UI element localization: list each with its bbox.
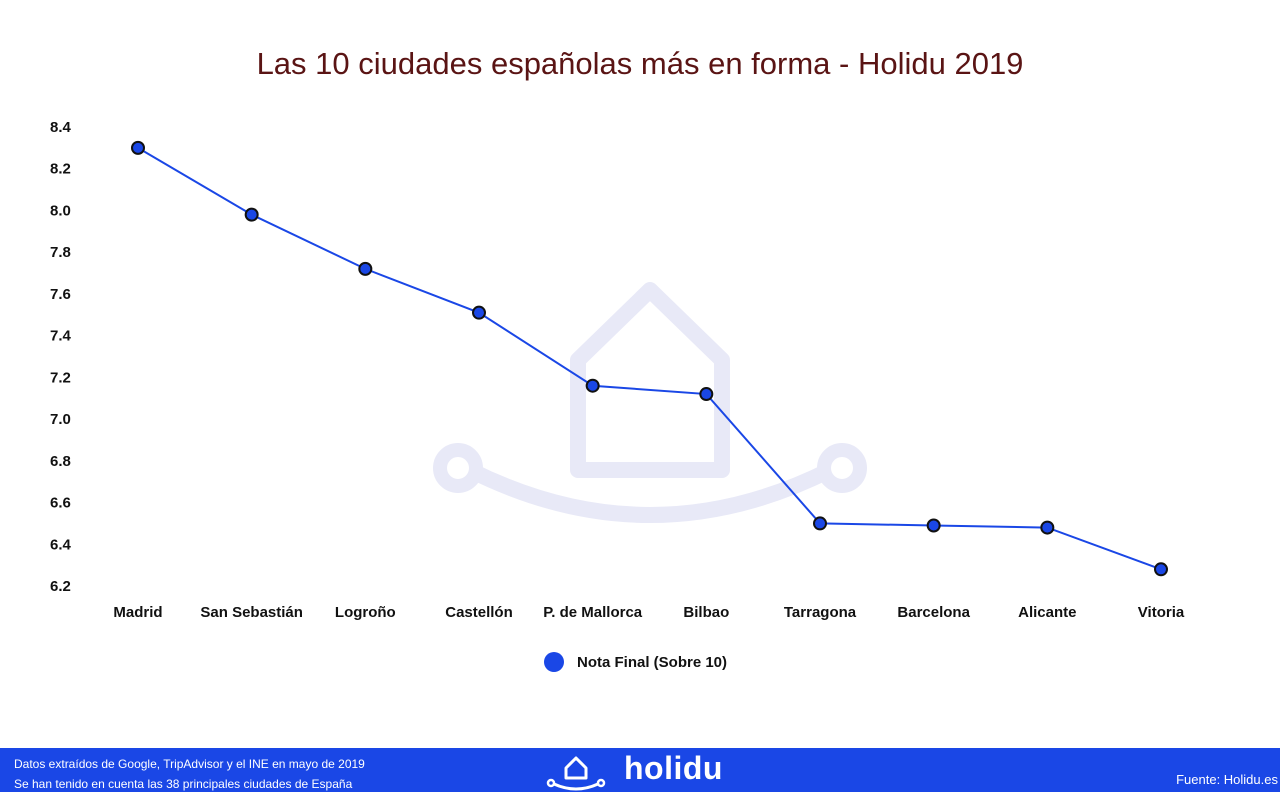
data-point	[131, 140, 145, 155]
data-point	[585, 378, 600, 393]
footer-note-1: Datos extraídos de Google, TripAdvisor y…	[14, 757, 365, 771]
holidu-logo-icon	[546, 756, 606, 791]
y-tick-label: 7.2	[50, 369, 71, 386]
y-tick-label: 6.4	[50, 536, 72, 553]
holidu-watermark-icon	[433, 282, 867, 523]
data-point	[244, 207, 259, 222]
legend-marker	[544, 652, 564, 672]
y-tick-label: 8.4	[50, 119, 72, 136]
x-tick-label: Logroño	[335, 604, 396, 621]
data-point	[926, 518, 941, 533]
x-tick-label: Bilbao	[683, 604, 729, 621]
y-tick-label: 8.2	[50, 161, 71, 178]
x-tick-label: San Sebastián	[200, 604, 303, 621]
data-point	[1040, 520, 1055, 535]
footer-note-2: Se han tenido en cuenta las 38 principal…	[14, 777, 353, 791]
chart-canvas: 8.4 8.2 8.0 7.8 7.6 7.4 7.2 7.0 6.8 6.6 6.4 6.2 Mad…	[50, 119, 1185, 672]
legend-label: Nota Final (Sobre 10)	[577, 654, 727, 671]
footer-notes: Datos extraídos de Google, TripAdvisor y…	[14, 754, 365, 794]
x-tick-label: Barcelona	[897, 604, 970, 621]
holidu-wordmark: holidu	[624, 750, 723, 786]
data-point	[699, 387, 714, 402]
data-point	[813, 516, 827, 531]
x-tick-label: Alicante	[1018, 604, 1076, 621]
footer-bar: Datos extraídos de Google, TripAdvisor y…	[0, 748, 1280, 792]
footer-source: Fuente: Holidu.es	[1176, 772, 1278, 787]
holidu-logo: holidu	[544, 750, 744, 792]
x-tick-label: Vitoria	[1138, 604, 1185, 621]
x-tick-label: Tarragona	[784, 604, 857, 621]
y-tick-label: 7.8	[50, 244, 71, 261]
y-tick-label: 7.0	[50, 411, 71, 428]
series-line-nota-final	[137, 147, 1162, 571]
x-tick-label: Madrid	[113, 604, 162, 621]
x-tick-label: Castellón	[445, 604, 513, 621]
x-tick-label: P. de Mallorca	[543, 604, 643, 621]
data-point	[358, 261, 373, 276]
data-point	[472, 305, 486, 320]
y-tick-label: 8.0	[50, 202, 71, 219]
y-tick-label: 7.6	[50, 286, 71, 303]
legend: Nota Final (Sobre 10)	[544, 652, 727, 672]
chart-title: Las 10 ciudades españolas más en forma -…	[256, 46, 1024, 81]
y-tick-label: 6.8	[50, 453, 71, 470]
data-point	[1154, 562, 1168, 577]
y-tick-label: 6.6	[50, 495, 71, 512]
y-tick-label: 6.2	[50, 578, 71, 595]
y-tick-label: 7.4	[50, 328, 72, 345]
